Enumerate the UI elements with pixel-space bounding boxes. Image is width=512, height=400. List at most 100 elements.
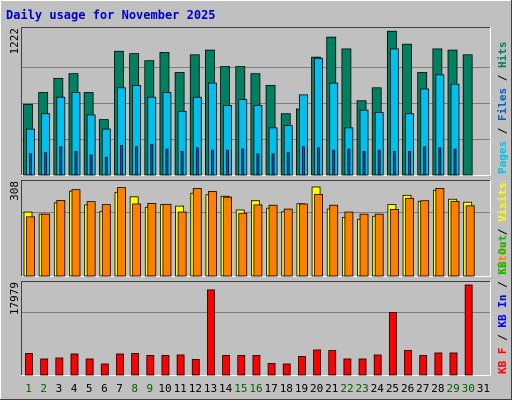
panel-1-pages-bar-29	[453, 148, 457, 176]
panel-2-sites-bar-26	[405, 197, 414, 277]
x-tick-label-13: 13	[204, 382, 217, 395]
panel-2-sites-bar-4	[71, 189, 81, 277]
panel-2-sites-bar-24	[374, 213, 384, 277]
panel-3-kb-f-bar-17	[267, 363, 276, 376]
panel-1-pages-bar-15	[241, 148, 245, 176]
panel-3-kb-f-bar-24	[373, 354, 382, 376]
panel-2-legend: Sites / Visits	[496, 182, 509, 275]
panel-1-pages-bar-25	[392, 151, 396, 176]
panel-1-pages-bar-7	[120, 145, 123, 176]
x-tick-label-30: 30	[462, 382, 475, 395]
panel-2-sites-bar-9	[147, 203, 157, 277]
panel-1-legend-part-4: Hits	[496, 42, 509, 69]
panel-1-pages-bar-16	[256, 153, 260, 176]
panel-1-pages-bar-4	[74, 151, 78, 176]
panel-3-kb-f-bar-10	[161, 355, 170, 376]
panel-1-pages-bar-23	[362, 151, 366, 176]
panel-2-sites-bar-28	[435, 188, 445, 277]
panel-1-pages-bar-12	[195, 147, 199, 176]
panel-1-pages-bar-28	[438, 147, 442, 176]
panel-1-legend-part-1: /	[496, 121, 509, 141]
panel-1-hits-bar-30	[462, 54, 473, 176]
panel-2-sites-bar-18	[283, 208, 293, 277]
panel-2-sites-bar-27	[420, 200, 430, 277]
panel-2-sites-bar-22	[344, 211, 354, 277]
panel-2-sites-bar-3	[56, 200, 66, 277]
panel-3-kb-f-bar-4	[70, 353, 79, 376]
x-tick-label-15: 15	[234, 382, 247, 395]
x-tick-label-12: 12	[189, 382, 202, 395]
panel-1-pages-bar-3	[59, 146, 63, 176]
panel-1-ymax-label: 1222	[8, 28, 21, 55]
panel-1-pages-bar-26	[408, 151, 411, 176]
panel-1-pages-bar-19	[302, 146, 305, 176]
panel-3-kb-f-bar-1	[25, 353, 33, 376]
panel-3-kb-f-bar-15	[237, 355, 246, 376]
panel-1-legend-part-2: Files	[496, 88, 509, 121]
panel-3-kb-f-bar-12	[191, 359, 200, 376]
x-tick-label-21: 21	[325, 382, 338, 395]
panel-3-kb-f-bar-6	[100, 363, 109, 376]
panel-1-pages-bar-14	[226, 149, 229, 176]
panel-3-kb-f-bar-23	[358, 358, 367, 376]
panel-1-pages-bar-13	[211, 149, 214, 176]
panel-3-kb-f-bar-16	[252, 355, 261, 376]
x-tick-label-27: 27	[416, 382, 429, 395]
panel-1-pages-bar-5	[89, 154, 93, 176]
x-tick-label-25: 25	[386, 382, 399, 395]
x-tick-label-24: 24	[371, 382, 385, 395]
panel-2-sites-bar-23	[359, 213, 369, 277]
panel-3-kb-f-bar-19	[298, 356, 306, 376]
panel-2-sites-bar-6	[101, 204, 111, 277]
panel-1-pages-bar-9	[150, 143, 154, 176]
panel-3-legend: KB F / KB In / KB Out	[496, 235, 509, 374]
panel-2-sites-bar-14	[223, 196, 232, 277]
panel-1-legend-part-3: /	[496, 68, 509, 88]
panel-1-pages-bar-18	[286, 152, 290, 176]
panel-2-sites-bar-13	[208, 191, 217, 277]
panel-3-kb-f-bar-26	[404, 350, 412, 376]
panel-3-kb-f-bar-3	[55, 357, 64, 376]
x-tick-label-8: 8	[131, 382, 138, 395]
panel-3-kb-f-bar-8	[131, 353, 140, 376]
panel-3-kb-f-bar-28	[434, 352, 443, 376]
panel-2-sites-bar-7	[117, 187, 126, 277]
x-tick-label-4: 4	[71, 382, 78, 395]
panel-2-sites-bar-12	[192, 188, 202, 277]
panel-2-sites-bar-20	[314, 194, 323, 277]
x-tick-label-1: 1	[25, 382, 32, 395]
panel-2-ymax-label: 308	[8, 181, 21, 201]
panel-3-kb-f-bar-25	[388, 312, 397, 376]
panel-3-kb-f-bar-9	[146, 355, 155, 376]
panel-1-legend-part-0: Pages	[496, 141, 509, 174]
panel-3-kb-f-bar-5	[85, 358, 94, 376]
panel-2-sites-bar-25	[389, 208, 399, 277]
panel-2-sites-bar-1	[26, 216, 35, 277]
panel-3-kb-f-bar-30	[464, 284, 473, 376]
panel-2-legend-part-1: /	[496, 222, 509, 242]
panel-1-pages-bar-24	[377, 149, 381, 176]
panel-1-pages-bar-6	[104, 156, 108, 176]
x-tick-label-20: 20	[310, 382, 323, 395]
x-tick-label-11: 11	[174, 382, 187, 395]
panel-3-kb-f-bar-14	[222, 355, 230, 376]
panel-1-pages-bar-20	[317, 147, 320, 176]
panel-3-legend-part-2: KB In	[496, 295, 509, 328]
panel-1-pages-bar-11	[180, 151, 184, 176]
x-tick-label-3: 3	[56, 382, 63, 395]
panel-3-kb-f-bar-27	[419, 355, 428, 376]
panel-1-pages-bar-27	[423, 146, 427, 176]
x-tick-label-31: 31	[477, 382, 490, 395]
panel-2-legend-part-0: Sites	[496, 242, 509, 275]
panel-1-pages-bar-1	[29, 153, 32, 176]
chart-title: Daily usage for November 2025	[6, 8, 216, 22]
panel-3-legend-part-1: /	[496, 328, 509, 348]
panel-1-pages-bar-2	[44, 152, 48, 176]
panel-2-sites-bar-8	[132, 203, 142, 277]
panel-1-pages-bar-8	[135, 146, 139, 176]
panel-2-sites-bar-21	[329, 204, 339, 277]
x-tick-label-14: 14	[219, 382, 233, 395]
panel-2-sites-bar-17	[268, 204, 278, 277]
panel-2-sites-bar-10	[162, 203, 172, 277]
